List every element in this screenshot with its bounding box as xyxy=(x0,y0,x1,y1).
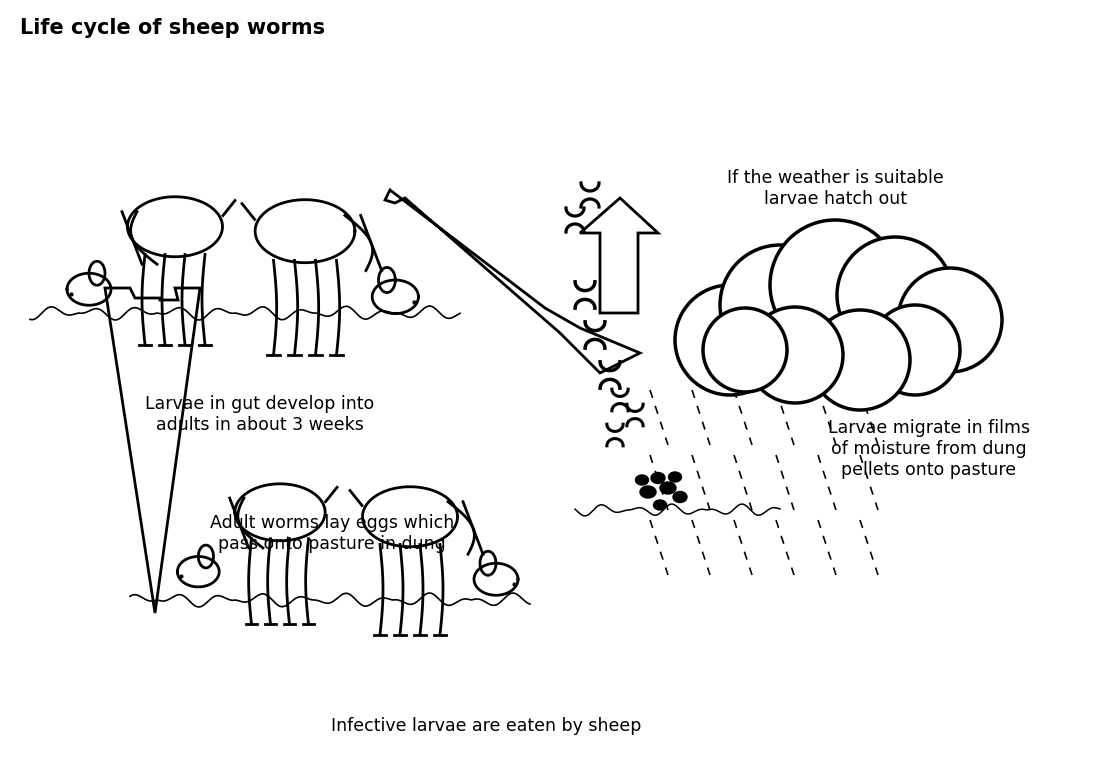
Circle shape xyxy=(770,220,900,350)
Ellipse shape xyxy=(640,486,656,498)
Text: If the weather is suitable
larvae hatch out: If the weather is suitable larvae hatch … xyxy=(727,169,943,207)
Ellipse shape xyxy=(651,472,665,484)
Polygon shape xyxy=(580,198,658,313)
Text: Larvae in gut develop into
adults in about 3 weeks: Larvae in gut develop into adults in abo… xyxy=(145,396,375,434)
Text: Infective larvae are eaten by sheep: Infective larvae are eaten by sheep xyxy=(332,717,641,735)
Text: Adult worms lay eggs which
pass onto pasture in dung: Adult worms lay eggs which pass onto pas… xyxy=(210,515,453,553)
Ellipse shape xyxy=(654,500,667,510)
Circle shape xyxy=(870,305,960,395)
Circle shape xyxy=(747,307,843,403)
Circle shape xyxy=(837,237,953,353)
Ellipse shape xyxy=(660,482,676,494)
Ellipse shape xyxy=(672,492,687,502)
Circle shape xyxy=(675,285,785,395)
Ellipse shape xyxy=(668,472,681,482)
Polygon shape xyxy=(105,288,200,613)
Circle shape xyxy=(703,308,787,392)
Text: Larvae migrate in films
of moisture from dung
pellets onto pasture: Larvae migrate in films of moisture from… xyxy=(828,419,1030,479)
Circle shape xyxy=(810,310,910,410)
Circle shape xyxy=(720,245,839,365)
Circle shape xyxy=(898,268,1002,372)
Polygon shape xyxy=(385,190,640,373)
Text: Life cycle of sheep worms: Life cycle of sheep worms xyxy=(20,18,325,38)
Ellipse shape xyxy=(636,475,648,485)
